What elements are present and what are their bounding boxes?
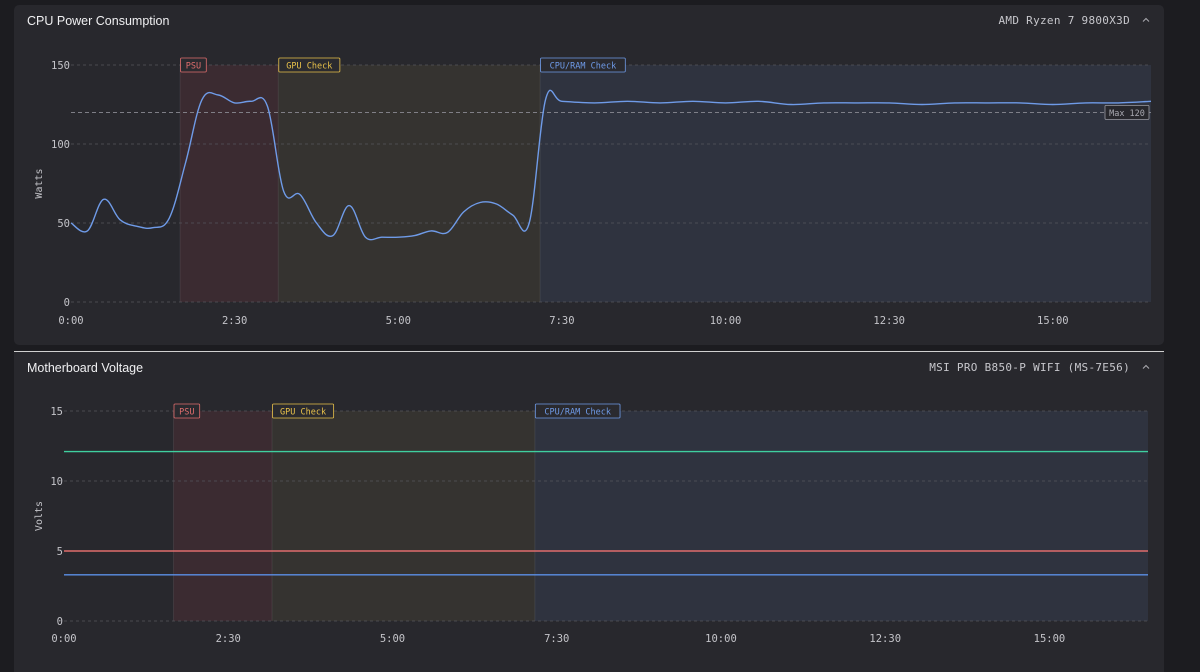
band-gpu-check xyxy=(272,411,535,621)
x-tick-label: 0:00 xyxy=(58,315,83,327)
x-tick-label: 10:00 xyxy=(705,633,737,645)
band-label-box-gpu-check xyxy=(278,57,341,73)
cpu-panel-header[interactable]: CPU Power Consumption AMD Ryzen 7 9800X3… xyxy=(14,5,1164,37)
mb-device-name: MSI PRO B850-P WIFI (MS-7E56) xyxy=(929,361,1130,374)
y-tick-label: 0 xyxy=(57,616,63,628)
y-tick-label: 5 xyxy=(57,546,63,558)
band-label-gpu-check: GPU Check xyxy=(280,408,326,418)
band-label-box-psu xyxy=(180,57,207,73)
band-psu xyxy=(173,411,273,621)
x-tick-label: 0:00 xyxy=(51,633,76,645)
band-gpu-check xyxy=(278,65,541,302)
motherboard-voltage-chart: 0 5 10 15 0:00 2:30 5:00 7:30 10:00 12:30 15:00 Vol… xyxy=(34,403,1148,645)
cpu-panel-title: CPU Power Consumption xyxy=(27,14,170,28)
band-cpu-ram-check xyxy=(534,411,1148,621)
max-reference-label: Max 120 xyxy=(1109,109,1145,119)
y-tick-label: 0 xyxy=(64,297,70,309)
band-label-psu: PSU xyxy=(179,408,194,418)
cpu-power-chart: 0 50 100 150 0:00 2:30 5:00 7:30 10:00 12:30 15:00… xyxy=(34,57,1152,327)
max-reference-label-box xyxy=(1104,105,1150,120)
y-tick-label: 50 xyxy=(57,218,70,230)
chevron-up-icon[interactable] xyxy=(1140,14,1152,26)
band-label-box-cpu-ram-check xyxy=(534,403,621,419)
band-psu xyxy=(180,65,279,302)
y-tick-label: 10 xyxy=(50,476,63,488)
x-tick-label: 5:00 xyxy=(380,633,405,645)
y-axis-title: Volts xyxy=(34,501,45,531)
cpu-device-name: AMD Ryzen 7 9800X3D xyxy=(998,14,1130,27)
window-left-edge xyxy=(0,0,14,660)
band-label-psu: PSU xyxy=(186,62,201,72)
band-label-gpu-check: GPU Check xyxy=(286,62,332,72)
x-tick-label: 2:30 xyxy=(216,633,241,645)
x-tick-label: 2:30 xyxy=(222,315,247,327)
band-label-box-gpu-check xyxy=(272,403,335,419)
series-line-cpu-power xyxy=(70,89,1152,241)
mb-panel-title: Motherboard Voltage xyxy=(27,361,144,375)
chevron-up-icon[interactable] xyxy=(1140,361,1152,373)
x-tick-label: 7:30 xyxy=(544,633,569,645)
band-cpu-ram-check xyxy=(540,65,1151,302)
x-tick-label: 15:00 xyxy=(1037,315,1069,327)
cpu-power-panel: CPU Power Consumption AMD Ryzen 7 9800X3… xyxy=(14,5,1164,345)
mb-panel-header[interactable]: Motherboard Voltage MSI PRO B850-P WIFI … xyxy=(14,352,1164,384)
motherboard-voltage-panel: Motherboard Voltage MSI PRO B850-P WIFI … xyxy=(14,351,1164,672)
x-tick-label: 12:30 xyxy=(873,315,905,327)
y-tick-label: 150 xyxy=(51,60,70,72)
x-tick-label: 5:00 xyxy=(386,315,411,327)
x-tick-label: 7:30 xyxy=(549,315,574,327)
band-label-cpu-ram-check: CPU/RAM Check xyxy=(544,408,611,418)
x-tick-label: 15:00 xyxy=(1034,633,1066,645)
band-label-box-cpu-ram-check xyxy=(540,57,626,73)
y-tick-label: 100 xyxy=(51,139,70,151)
band-label-box-psu xyxy=(173,403,201,419)
y-tick-label: 15 xyxy=(50,406,63,418)
x-tick-label: 12:30 xyxy=(869,633,901,645)
x-tick-label: 10:00 xyxy=(710,315,742,327)
y-axis-title: Watts xyxy=(34,168,45,198)
band-label-cpu-ram-check: CPU/RAM Check xyxy=(550,62,617,72)
window-right-edge xyxy=(1164,0,1200,660)
